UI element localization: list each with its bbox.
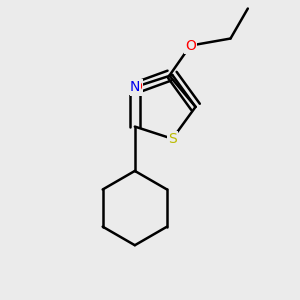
Text: S: S	[168, 132, 177, 146]
Text: O: O	[185, 39, 196, 52]
Text: N: N	[130, 80, 140, 94]
Text: O: O	[131, 80, 142, 94]
